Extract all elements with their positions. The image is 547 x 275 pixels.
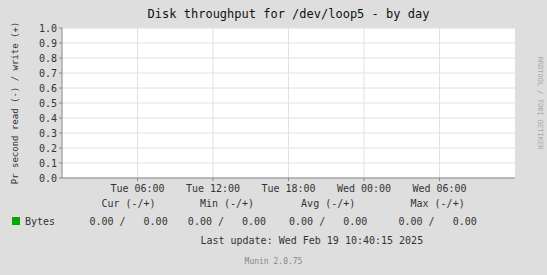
y-tick-label: 0.5: [39, 98, 57, 109]
x-tick-label: Tue 12:00: [186, 183, 240, 194]
x-axis: [62, 178, 515, 179]
legend-swatch: [12, 217, 20, 225]
version: Munin 2.0.75: [245, 257, 303, 266]
y-tick-label: 0.8: [39, 53, 57, 64]
watermark: RRDTOOL / TOBI OETIKER: [536, 57, 544, 151]
x-grid-line: [439, 28, 440, 178]
x-grid-line: [137, 28, 138, 178]
y-tick-label: 0.2: [39, 143, 57, 154]
plot-area: [62, 28, 515, 178]
x-tick-label: Tue 06:00: [110, 183, 164, 194]
x-grid-line: [288, 28, 289, 178]
y-grid-line: [62, 178, 515, 179]
x-tick-label: Wed 06:00: [412, 183, 466, 194]
stats-value: 0.00 / 0.00: [188, 216, 266, 227]
y-tick-label: 1.0: [39, 23, 57, 34]
stats-header: Min (-/+): [200, 198, 254, 209]
y-tick-label: 0.1: [39, 158, 57, 169]
chart: 0.0 0.1 0.2 0.3 0.4 0.5 0.6 0.7 0.8 0.9 1.0 Tue 06:…: [0, 0, 547, 275]
stats-header: Cur (-/+): [101, 198, 155, 209]
stats-value: 0.00 / 0.00: [398, 216, 476, 227]
background: [0, 0, 547, 275]
stats-header: Max (-/+): [411, 198, 465, 209]
x-tick-label: Wed 00:00: [337, 183, 391, 194]
last-update: Last update: Wed Feb 19 10:40:15 2025: [200, 235, 423, 246]
x-tick-label: Tue 18:00: [261, 183, 315, 194]
y-tick-label: 0.3: [39, 128, 57, 139]
title: Disk throughput for /dev/loop5 - by day: [148, 7, 430, 21]
y-tick-label: 0.0: [39, 173, 57, 184]
y-tick-label: 0.6: [39, 83, 57, 94]
y-tick-label: 0.4: [39, 113, 57, 124]
y-axis: [62, 28, 63, 178]
x-grid-line: [213, 28, 214, 178]
legend-label: Bytes: [25, 216, 55, 227]
y-axis-label: Pr second read (-) / write (+): [10, 22, 20, 185]
stats-value: 0.00 / 0.00: [89, 216, 167, 227]
stats-header: Avg (-/+): [301, 198, 355, 209]
stats-value: 0.00 / 0.00: [289, 216, 367, 227]
y-tick-label: 0.9: [39, 38, 57, 49]
x-grid-line: [364, 28, 365, 178]
y-tick-label: 0.7: [39, 68, 57, 79]
